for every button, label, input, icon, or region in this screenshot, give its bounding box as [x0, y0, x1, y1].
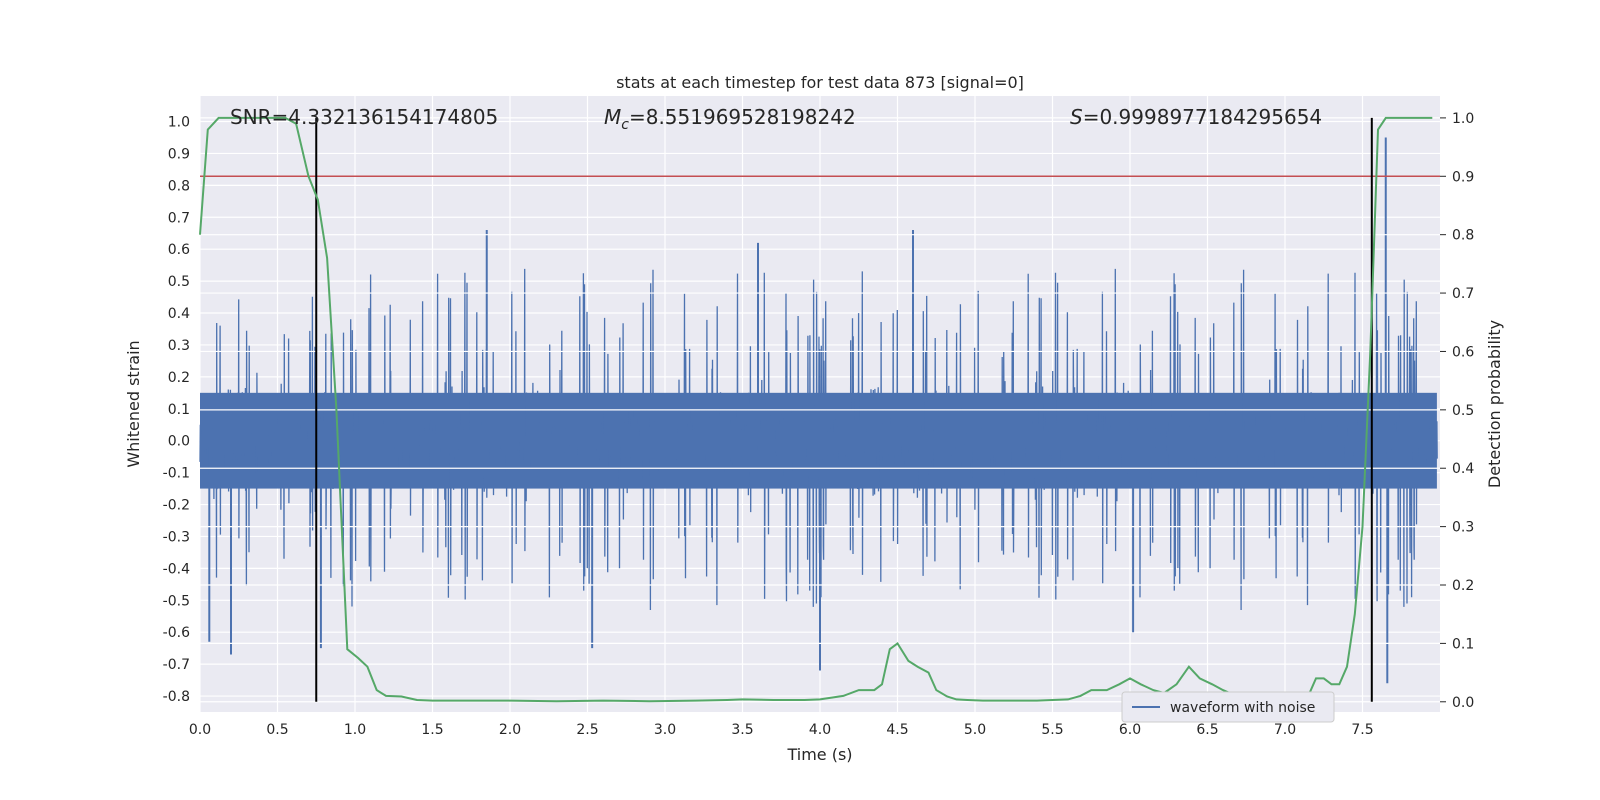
y2-tick-label: 0.1: [1452, 636, 1474, 652]
y-tick-label: -0.6: [163, 625, 190, 641]
x-tick-label: 6.0: [1119, 722, 1141, 738]
y2-tick-label: 0.5: [1452, 403, 1474, 419]
y-tick-label: 0.4: [168, 306, 190, 322]
x-tick-label: 0.0: [189, 722, 211, 738]
x-tick-label: 2.0: [499, 722, 521, 738]
x-tick-label: 6.5: [1196, 722, 1218, 738]
legend-box: [1121, 691, 1335, 723]
x-tick-label: 3.0: [654, 722, 676, 738]
x-tick-label: 2.5: [576, 722, 598, 738]
y2-axis-label: Detection probability: [1485, 320, 1504, 488]
y-tick-label: 0.2: [168, 370, 190, 386]
mc-symbol: M: [604, 105, 621, 129]
mc-subscript: c: [621, 117, 629, 133]
s-value: =0.9998977184295654: [1083, 105, 1322, 129]
mc-value: =8.551969528198242: [629, 105, 856, 129]
vertical-marker-lines: [315, 117, 1373, 702]
y-tick-label: -0.2: [163, 498, 190, 514]
y2-tick-label: 0.9: [1452, 169, 1474, 185]
x-axis-label: Time (s): [786, 745, 852, 764]
y2-tick-label: 0.7: [1452, 286, 1474, 302]
y-tick-label: -0.4: [163, 561, 190, 577]
x-tick-label: 7.0: [1274, 722, 1296, 738]
x-tick-label: 4.0: [809, 722, 831, 738]
x-tick-label: 1.0: [344, 722, 366, 738]
legend-entry-waveform: waveform with noise: [1170, 700, 1315, 716]
s-symbol: S: [1070, 105, 1083, 129]
x-tick-label: 5.0: [964, 722, 986, 738]
y-tick-label: 0.8: [168, 178, 190, 194]
chart-title: stats at each timestep for test data 873…: [616, 73, 1024, 92]
y-tick-label: 0.0: [168, 434, 190, 450]
y2-tick-label: 0.3: [1452, 520, 1474, 536]
y-axis-label: Whitened strain: [124, 340, 143, 467]
x-tick-label: 0.5: [266, 722, 288, 738]
y-tick-label: -0.1: [163, 466, 190, 482]
x-tick-label: 1.5: [421, 722, 443, 738]
y-tick-label: 0.1: [168, 402, 190, 418]
y-tick-label: 1.0: [168, 115, 190, 131]
y-tick-label: -0.5: [163, 593, 190, 609]
y-tick-labels: -0.8 -0.7 -0.6 -0.5 -0.4 -0.3 -0.2 -0.1 0.0 0.1 0.…: [163, 115, 190, 706]
y-tick-label: -0.7: [163, 657, 190, 673]
chirp-mass-annotation: Mc=8.551969528198242: [604, 105, 856, 133]
y2-tick-label: 0.4: [1452, 461, 1474, 477]
x-tick-label: 7.5: [1351, 722, 1373, 738]
y-tick-label: 0.7: [168, 210, 190, 226]
y2-tick-label: 0.0: [1452, 695, 1474, 711]
y-tick-label: 0.3: [168, 338, 190, 354]
grid-lines-overlay: [200, 117, 1440, 703]
y-tick-label: -0.3: [163, 529, 190, 545]
y-tick-label: 0.6: [168, 242, 190, 258]
x-tick-labels: 0.0 0.5 1.0 1.5 2.0 2.5 3.0 3.5 4.0 4.5 5.0 5.5 6.0 6…: [189, 722, 1374, 738]
x-tick-label: 4.5: [886, 722, 908, 738]
y2-tick-labels: 0.0 0.1 0.2 0.3 0.4 0.5 0.6 0.7 0.8 0.9 1.0: [1440, 111, 1474, 711]
waveform-series: [199, 137, 1438, 684]
y-tick-label: 0.5: [168, 274, 190, 290]
statistic-annotation: S=0.9998977184295654: [1070, 105, 1322, 129]
x-tick-label: 3.5: [731, 722, 753, 738]
y-tick-label: -0.8: [163, 689, 190, 705]
waveform-line: [199, 268, 1438, 611]
y2-tick-label: 0.8: [1452, 228, 1474, 244]
x-tick-label: 5.5: [1041, 722, 1063, 738]
y2-tick-label: 0.2: [1452, 578, 1474, 594]
y-tick-label: 0.9: [168, 146, 190, 162]
legend: waveform with noise: [1121, 691, 1335, 723]
snr-annotation: SNR=4.332136154174805: [230, 105, 498, 129]
y2-tick-label: 1.0: [1452, 111, 1474, 127]
y2-tick-label: 0.6: [1452, 344, 1474, 360]
